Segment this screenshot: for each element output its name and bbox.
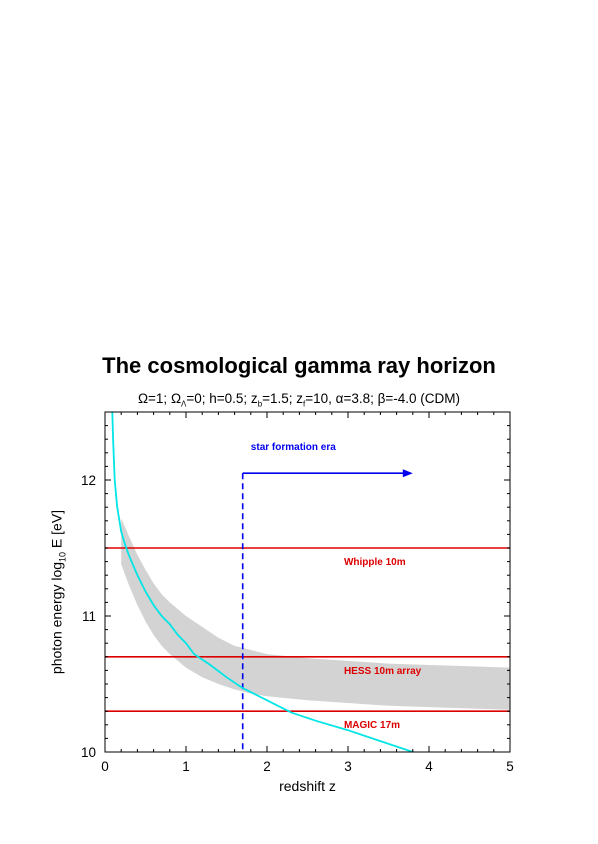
x-axis-label: redshift z (279, 778, 336, 794)
subtitle-part-1: Λ (181, 399, 187, 409)
threshold-label-1: HESS 10m array (344, 666, 422, 677)
subtitle-part-4: =1.5; z (262, 391, 304, 406)
subtitle-part-0: Ω=1; Ω (137, 391, 182, 406)
plot-frame (104, 411, 511, 753)
star-formation-arrowhead (402, 469, 413, 478)
subtitle-part-2: =0; h=0.5; z (186, 391, 258, 406)
x-tick-label-4: 4 (425, 759, 433, 774)
y-axis-label: photon energy log10 E [eV] (49, 510, 68, 674)
chart-subtitle: Ω=1; ΩΛ=0; h=0.5; zb=1.5; zf=10, α=3.8; … (0, 391, 598, 409)
horizon-curve (111, 412, 414, 752)
x-tick-label-5: 5 (506, 759, 514, 774)
uncertainty-band (121, 518, 510, 710)
subtitle-part-5: f (303, 399, 306, 409)
threshold-label-0: Whipple 10m (344, 557, 406, 568)
x-tick-label-0: 0 (101, 759, 109, 774)
y-axis-label-sub: 10 (57, 551, 68, 562)
x-tick-label-2: 2 (263, 759, 271, 774)
threshold-label-2: MAGIC 17m (344, 720, 400, 731)
y-tick-label-1: 11 (82, 609, 96, 624)
y-axis-label-post: E [eV] (48, 509, 65, 552)
y-axis-label-pre: photon energy log (48, 561, 65, 675)
subtitle-part-3: b (257, 399, 263, 409)
subtitle-part-6: =10, α=3.8; β=-4.0 (CDM) (305, 391, 461, 406)
x-tick-label-3: 3 (344, 759, 352, 774)
x-tick-label-1: 1 (182, 759, 190, 774)
chart-title: The cosmological gamma ray horizon (102, 353, 496, 378)
y-tick-label-2: 12 (81, 473, 96, 488)
star-formation-label: star formation era (251, 442, 336, 453)
y-tick-label-0: 10 (81, 745, 96, 760)
